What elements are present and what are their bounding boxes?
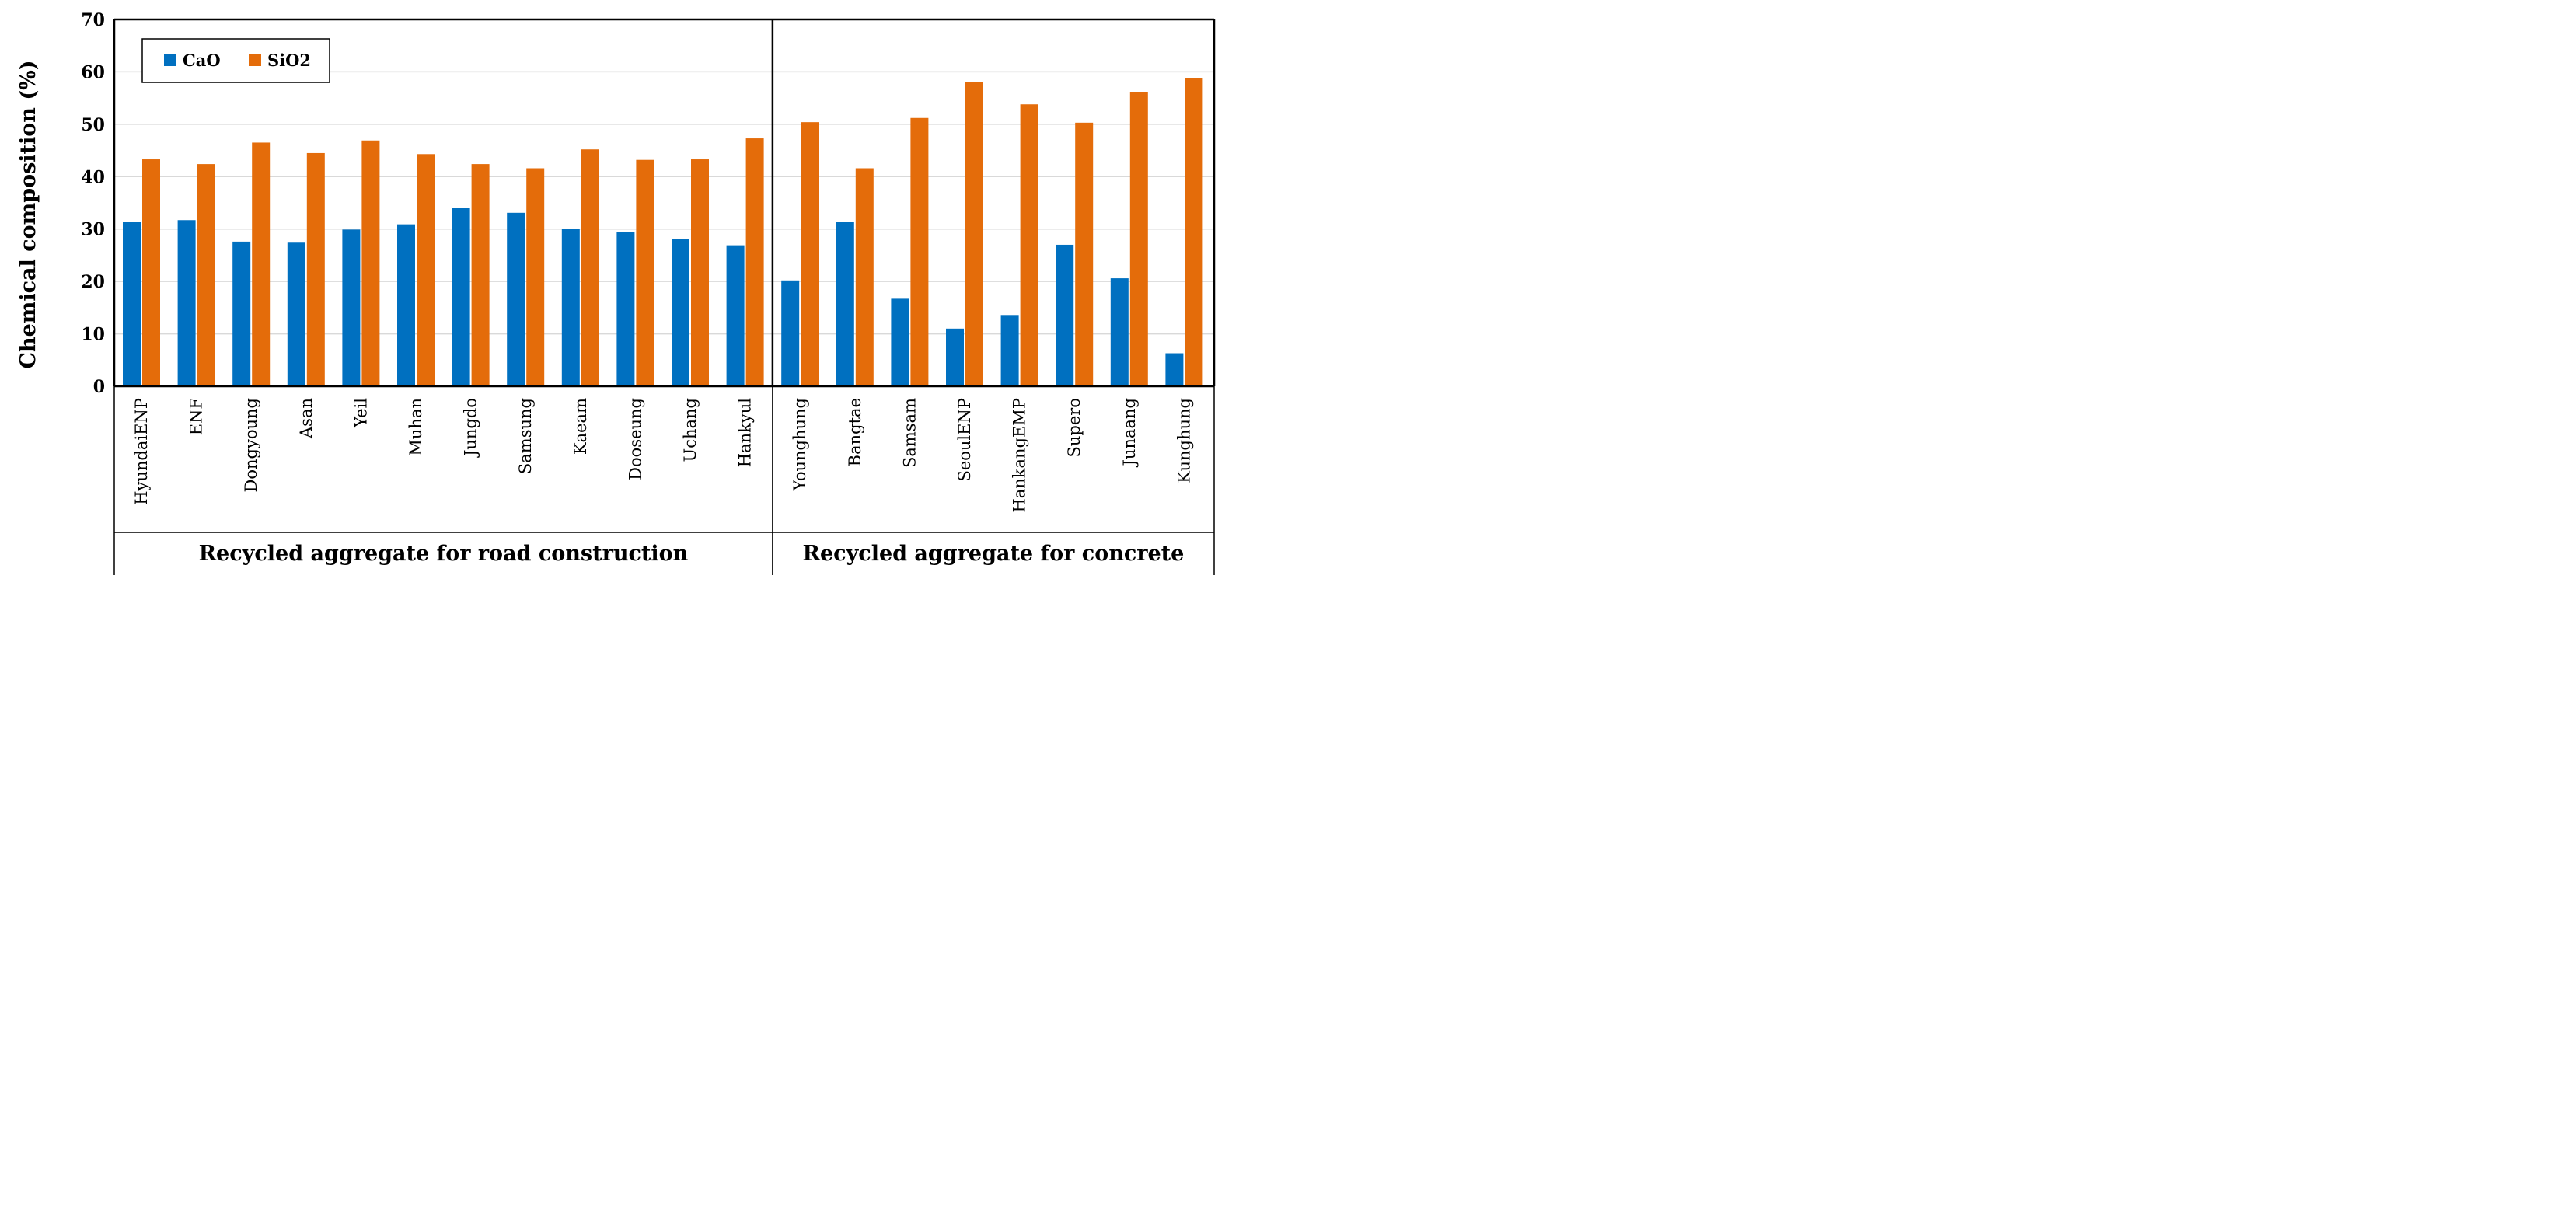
legend: CaO SiO2 <box>141 38 330 83</box>
bar-sio2-junaang <box>1129 92 1148 387</box>
y-tick-labels: 0 10 20 30 40 50 60 70 <box>81 10 105 397</box>
bar-sio2-asan <box>306 152 325 386</box>
bar-cao-muhan <box>397 224 415 386</box>
bar-sio2-bangtae <box>855 168 874 387</box>
category-label: Kaeam <box>571 398 590 455</box>
bar-sio2-hyundaienp <box>142 159 160 386</box>
bar-cao-kunghung <box>1165 353 1184 386</box>
chart-container: 0 10 20 30 40 50 60 70 HyundaiENP ENF Dongyoung As… <box>0 0 1219 575</box>
category-label: Yeil <box>351 398 370 428</box>
y-tick-label: 10 <box>81 325 105 345</box>
bar-cao-dooseung <box>616 232 635 386</box>
group-label: Recycled aggregate for road construction <box>199 542 689 566</box>
bar-chart: 0 10 20 30 40 50 60 70 HyundaiENP ENF Dongyoung As… <box>16 10 1216 575</box>
y-tick-label: 30 <box>81 220 105 240</box>
category-label: Asan <box>297 398 316 439</box>
bar-sio2-yeil <box>361 140 380 386</box>
bar-sio2-dooseung <box>636 159 654 387</box>
y-axis-title: Chemical composition (%) <box>16 60 40 368</box>
category-labels: HyundaiENP ENF Dongyoung Asan Yeil Muhan Jungd… <box>132 398 1193 513</box>
bar-sio2-seoulenp <box>965 82 983 387</box>
bar-cao-junaang <box>1110 278 1129 386</box>
category-label: Junaang <box>1120 398 1139 467</box>
category-label: HyundaiENP <box>132 398 151 505</box>
bar-sio2-kunghung <box>1185 78 1203 387</box>
bar-cao-asan <box>287 242 305 386</box>
bar-sio2-samsam <box>910 117 929 386</box>
category-label: Hankyul <box>736 398 755 467</box>
y-tick-label: 60 <box>81 62 105 82</box>
group-labels: Recycled aggregate for road construction… <box>199 542 1185 566</box>
category-label: Younghung <box>791 398 809 491</box>
bar-sio2-hankangemp <box>1020 104 1038 386</box>
category-label: Samsam <box>900 398 919 468</box>
y-tick-label: 70 <box>81 10 105 30</box>
bar-sio2-kaeam <box>581 149 599 387</box>
y-tick-label: 40 <box>81 167 105 187</box>
category-label: Jungdo <box>462 398 480 458</box>
bar-cao-uchang <box>672 239 689 386</box>
bar-cao-samsam <box>891 298 909 386</box>
bar-sio2-enf <box>197 164 215 387</box>
bar-cao-kaeam <box>561 229 580 386</box>
bars <box>123 78 1203 387</box>
plot-frame <box>113 18 1216 575</box>
legend-swatch-sio2 <box>249 54 261 66</box>
bar-cao-bangtae <box>836 222 854 386</box>
category-label: Kunghung <box>1175 398 1193 483</box>
bar-sio2-supero <box>1075 122 1094 386</box>
bar-sio2-jungdo <box>471 164 490 387</box>
category-label: Muhan <box>407 398 425 456</box>
legend-swatch-cao <box>164 54 176 66</box>
category-label: Supero <box>1065 398 1084 457</box>
category-label: Dongyoung <box>242 398 260 492</box>
category-label: HankangEMP <box>1011 398 1029 513</box>
bar-cao-dongyoung <box>232 241 251 386</box>
bar-sio2-muhan <box>417 154 435 386</box>
bar-cao-yeil <box>342 229 361 386</box>
bar-cao-hyundaienp <box>123 222 141 386</box>
y-tick-label: 50 <box>81 115 105 135</box>
bar-cao-supero <box>1056 244 1074 386</box>
legend-label-sio2: SiO2 <box>267 51 311 70</box>
bar-sio2-dongyoung <box>252 142 271 386</box>
bar-sio2-samsung <box>526 168 545 387</box>
gridlines <box>114 71 1214 335</box>
bar-sio2-younghung <box>801 122 819 386</box>
bar-cao-hankangemp <box>1000 315 1019 386</box>
category-label: Samsung <box>516 398 535 474</box>
group-label: Recycled aggregate for concrete <box>803 542 1185 566</box>
bar-sio2-hankyul <box>745 138 764 386</box>
bar-cao-hankyul <box>726 245 745 386</box>
category-label: ENF <box>187 398 206 435</box>
bar-cao-enf <box>177 220 196 386</box>
bar-cao-samsung <box>507 212 525 386</box>
legend-label-cao: CaO <box>183 51 221 70</box>
bar-cao-younghung <box>781 280 800 386</box>
y-tick-label: 0 <box>93 377 105 397</box>
category-label: SeoulENP <box>955 398 974 482</box>
bar-sio2-uchang <box>691 159 709 386</box>
y-tick-label: 20 <box>81 272 105 292</box>
bar-cao-jungdo <box>452 208 470 386</box>
category-label: Dooseung <box>626 398 644 480</box>
category-label: Bangtae <box>846 398 864 466</box>
bar-cao-seoulenp <box>946 328 964 386</box>
category-label: Uchang <box>681 398 700 462</box>
